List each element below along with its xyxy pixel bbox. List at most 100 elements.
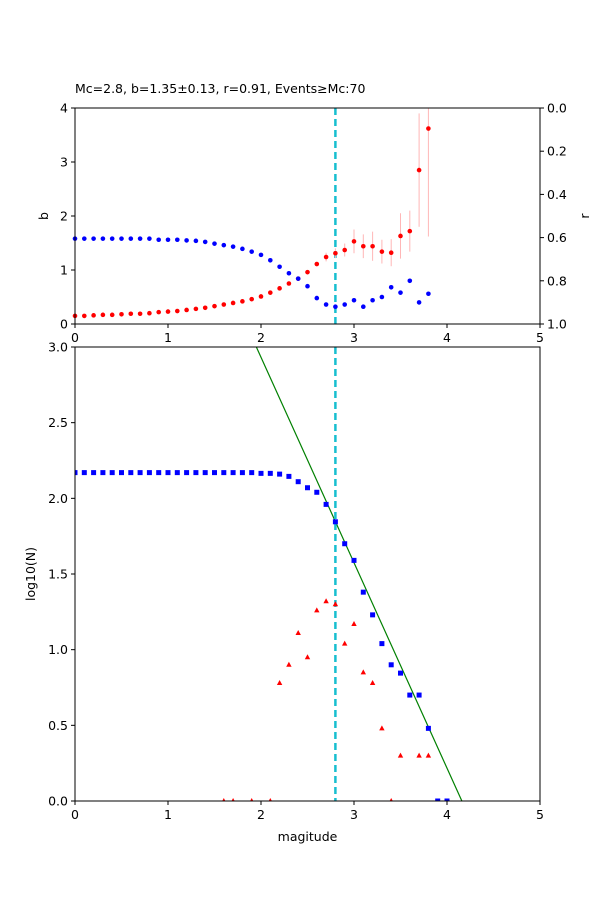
b-axis-tick-label: 3: [60, 155, 68, 170]
top-x-tick-label: 2: [257, 330, 265, 345]
cumulative-point: [379, 641, 385, 647]
r-value-point: [398, 290, 403, 295]
log-n-axis-tick-label: 3.0: [48, 340, 68, 355]
top-axis-ticks: 0 1 2 3 4 5 0 1 2 3 4 0.0 0.2 0.4 0.6 0.8 1.0: [60, 101, 567, 346]
b-value-point: [361, 243, 366, 249]
r-value-point: [286, 270, 292, 276]
bottom-clipped-group: [75, 347, 463, 801]
cumulative-point: [165, 470, 171, 476]
log-n-axis-tick-label: 2.5: [48, 415, 68, 430]
cumulative-point: [277, 471, 283, 477]
b-value-point: [91, 313, 96, 318]
b-value-panel: Mc=2.8, b=1.35±0.13, r=0.91, Events≥Mc:7…: [36, 81, 592, 345]
non-cumulative-point: [286, 661, 292, 667]
r-value-point: [109, 236, 115, 241]
cumulative-point: [342, 541, 348, 547]
cumulative-point: [267, 470, 273, 476]
cumulative-point: [109, 470, 115, 476]
r-value-point: [388, 284, 394, 290]
cumulative-point: [239, 470, 245, 476]
cumulative-point: [398, 670, 403, 676]
b-value-point: [82, 313, 87, 319]
cumulative-point: [370, 612, 376, 618]
r-value-point: [379, 294, 385, 300]
r-value-point: [175, 237, 180, 243]
non-cumulative-point: [369, 679, 376, 685]
log-n-axis-tick-label: 1.0: [48, 642, 68, 657]
b-value-point: [258, 294, 264, 299]
bottom-data-marks: [75, 347, 463, 801]
b-axis-tick-label: 0: [60, 317, 68, 332]
non-cumulative-point: [425, 752, 432, 758]
cumulative-point: [146, 470, 152, 476]
b-value-point: [351, 239, 357, 244]
r-value-point: [100, 236, 106, 241]
non-cumulative-point: [360, 669, 366, 675]
bottom-axis-ticks: 0 1 2 3 4 5 0.0 0.5 1.0 1.5 2.0 2.5 3.0: [48, 340, 544, 823]
r-value-point: [361, 304, 366, 310]
b-value-point: [119, 311, 124, 317]
cumulative-point: [128, 470, 134, 476]
top-x-tick-label: 1: [164, 330, 172, 345]
cumulative-point: [295, 479, 301, 485]
r-axis-tick-label: 1.0: [547, 317, 567, 332]
cumulative-point: [75, 470, 78, 476]
non-cumulative-point: [250, 798, 254, 801]
cumulative-point: [184, 470, 190, 476]
b-value-point: [184, 307, 189, 313]
cumulative-point: [351, 557, 357, 563]
b-value-point: [416, 167, 422, 173]
b-value-point: [379, 249, 385, 254]
bottom-x-tick-label: 5: [536, 807, 544, 822]
r-value-point: [333, 304, 338, 310]
log-n-axis-tick-label: 0.5: [48, 718, 68, 733]
b-value-point: [221, 302, 227, 307]
b-value-point: [314, 261, 320, 267]
r-value-point: [212, 241, 217, 246]
cumulative-point: [156, 470, 162, 476]
r-value-point: [314, 295, 320, 301]
cumulative-point: [174, 470, 180, 476]
bottom-x-tick-label: 3: [350, 807, 358, 822]
log-n-axis-tick-label: 1.5: [48, 567, 68, 582]
bottom-x-tick-label: 0: [71, 807, 79, 822]
non-cumulative-point: [389, 798, 393, 801]
non-cumulative-point: [416, 752, 422, 758]
frequency-magnitude-panel: 0 1 2 3 4 5 0.0 0.5 1.0 1.5 2.0 2.5 3.0 magitude log…: [23, 340, 544, 845]
r-axis-tick-label: 0.2: [547, 144, 567, 159]
b-value-point: [128, 311, 134, 317]
r-value-point: [249, 249, 254, 254]
top-x-tick-label: 3: [350, 330, 358, 345]
bottom-x-tick-label: 1: [164, 807, 172, 822]
cumulative-point: [212, 470, 217, 476]
r-value-point: [426, 291, 431, 297]
cumulative-point: [230, 470, 236, 476]
bottom-x-tick-label: 4: [443, 807, 451, 822]
b-value-point: [175, 308, 180, 314]
non-cumulative-point: [397, 752, 404, 758]
non-cumulative-point: [342, 640, 348, 646]
r-value-point: [295, 276, 301, 281]
b-value-point: [240, 299, 245, 304]
b-axis-label: b: [36, 212, 51, 220]
top-data-marks: [72, 108, 431, 324]
b-value-point: [277, 286, 282, 291]
cumulative-point: [119, 470, 124, 476]
cumulative-point: [193, 470, 199, 476]
r-axis-tick-label: 0.8: [547, 273, 567, 288]
b-value-point: [268, 290, 273, 295]
cumulative-point: [314, 489, 320, 495]
b-axis-tick-label: 2: [60, 209, 68, 224]
r-value-point: [351, 297, 357, 303]
r-value-point: [240, 246, 245, 252]
r-value-point: [258, 252, 264, 258]
r-value-point: [221, 242, 227, 248]
log-n-axis-label: log10(N): [23, 547, 38, 601]
r-value-point: [323, 302, 329, 307]
b-axis-tick-label: 4: [60, 101, 68, 116]
cumulative-point: [305, 485, 310, 491]
r-value-point: [193, 238, 199, 244]
log-n-axis-tick-label: 0.0: [48, 794, 68, 809]
b-value-point: [333, 250, 338, 256]
b-value-point: [156, 309, 161, 315]
